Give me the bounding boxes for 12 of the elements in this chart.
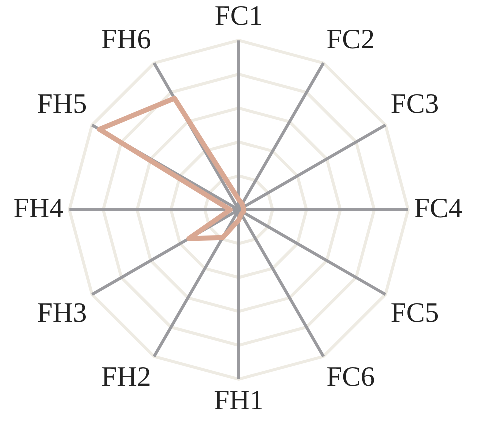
spoke-label: FC6 xyxy=(326,362,375,394)
spoke-label: FC2 xyxy=(326,24,375,56)
spoke-label: FC4 xyxy=(414,193,463,224)
spoke-label: FH1 xyxy=(214,386,264,417)
spoke-label: FC1 xyxy=(214,1,264,32)
spoke-label: FH2 xyxy=(102,362,152,394)
spoke-label: FC3 xyxy=(390,88,440,120)
spoke-label: FH5 xyxy=(37,88,88,120)
spoke-label: FC5 xyxy=(390,298,440,329)
spoke-label: FH4 xyxy=(14,193,64,224)
spoke-label: FH6 xyxy=(102,24,152,56)
spoke-label: FH3 xyxy=(37,298,88,329)
